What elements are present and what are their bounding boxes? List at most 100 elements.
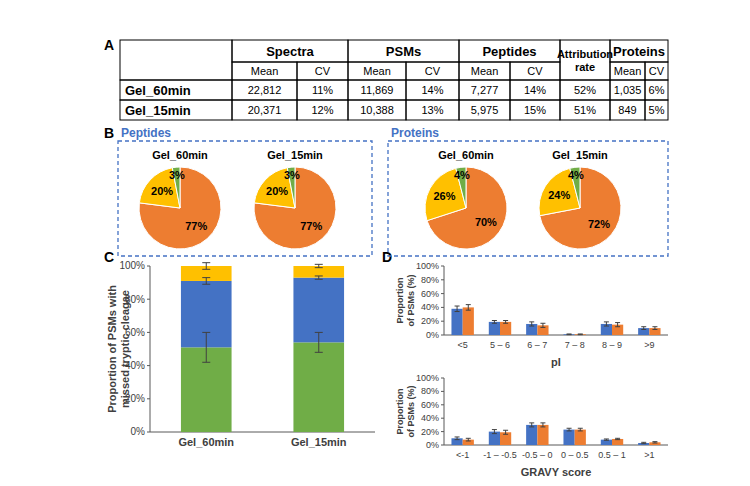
error-cap <box>466 304 471 305</box>
error-cap <box>604 440 609 441</box>
error-bar <box>604 439 609 440</box>
error-stem <box>468 305 469 311</box>
table-cell <box>459 100 510 120</box>
group-box <box>118 141 372 256</box>
error-stem <box>617 323 618 327</box>
error-cap <box>503 430 508 431</box>
y-tick-label: 60% <box>421 400 439 410</box>
sub-header: CV <box>527 65 543 77</box>
pie-title: Gel_15min <box>267 149 323 161</box>
x-axis-label: GRAVY score <box>521 466 592 478</box>
error-stem <box>542 423 543 427</box>
pie-title: Gel_60min <box>438 149 494 161</box>
error-cap <box>315 275 323 276</box>
error-cap <box>641 326 646 327</box>
data-label: 70% <box>475 216 497 228</box>
bar <box>612 439 623 445</box>
error-bar <box>315 276 323 279</box>
y-axis-label: Proportion of PSMs withmissed tryptic cl… <box>106 285 131 413</box>
x-tick-label: >1 <box>644 450 654 460</box>
error-bar <box>567 333 572 335</box>
table-cell <box>645 80 668 100</box>
x-axis <box>444 335 668 336</box>
error-bars <box>455 423 658 444</box>
sub-header: Mean <box>363 65 391 77</box>
y-axis-label: Proportionof PSMs (%) <box>395 385 416 437</box>
panel-label: C <box>104 249 114 265</box>
table-value: 12% <box>311 104 333 116</box>
table-value: 5,975 <box>471 104 499 116</box>
y-tick-label: 80% <box>421 275 439 285</box>
error-bar <box>529 322 534 326</box>
error-bar <box>455 437 460 440</box>
error-cap <box>455 311 460 312</box>
row-header: Gel_15min <box>125 103 191 118</box>
error-cap <box>641 329 646 330</box>
error-cap <box>567 333 572 334</box>
table-cell <box>120 100 232 120</box>
error-cap <box>202 262 210 263</box>
error-cap <box>529 426 534 427</box>
bar <box>575 334 586 335</box>
table-cell <box>232 40 348 62</box>
text-line: Proportion <box>395 389 405 435</box>
pie <box>139 167 221 249</box>
data-label: 20% <box>151 185 173 197</box>
error-bar <box>567 428 572 431</box>
y-axis <box>444 378 445 445</box>
sub-header: Mean <box>614 65 642 77</box>
table-value: 14% <box>421 84 443 96</box>
table-cell <box>406 62 459 80</box>
error-bar <box>652 327 657 330</box>
table-cell <box>232 80 297 100</box>
error-cap <box>615 438 620 439</box>
error-stem <box>206 332 207 362</box>
y-tick-label: 40% <box>421 302 439 312</box>
error-cap <box>578 428 583 429</box>
error-bar <box>202 278 210 285</box>
error-cap <box>641 442 646 443</box>
table-cell <box>610 62 645 80</box>
text-line: of PSMs (%) <box>406 274 416 326</box>
bar-segment <box>293 342 344 432</box>
table-value: 14% <box>524 84 546 96</box>
x-tick-label: 6 – 7 <box>527 340 547 350</box>
pie-slice <box>540 167 621 249</box>
error-cap <box>315 279 323 280</box>
bar <box>500 322 511 335</box>
error-bar <box>540 423 545 427</box>
error-cap <box>455 439 460 440</box>
error-cap <box>615 322 620 323</box>
x-axis <box>444 445 668 446</box>
x-tick-label: -1 – -0.5 <box>483 450 517 460</box>
x-tick-label: >9 <box>644 340 654 350</box>
error-cap <box>455 436 460 437</box>
table-cell <box>348 62 406 80</box>
error-cap <box>652 326 657 327</box>
table-cell <box>348 40 459 62</box>
error-stem <box>206 263 207 270</box>
table-value: 1,035 <box>614 84 642 96</box>
error-cap <box>315 264 323 265</box>
table-cell <box>297 100 348 120</box>
error-bar <box>503 430 508 434</box>
sub-header: CV <box>425 65 441 77</box>
bar-segment <box>293 278 344 343</box>
table-cell <box>610 100 645 120</box>
text-line: Proportion <box>395 278 405 324</box>
error-cap <box>503 323 508 324</box>
column-header: PSMs <box>386 44 421 59</box>
error-stem <box>457 306 458 312</box>
pie <box>425 167 507 249</box>
bar <box>489 322 500 335</box>
error-stem <box>606 322 607 326</box>
y-tick-label: 0% <box>426 440 439 450</box>
y-tick-label: 20% <box>421 316 439 326</box>
bar <box>451 438 462 445</box>
pie-title: Gel_60min <box>152 149 208 161</box>
text-line: of PSMs (%) <box>406 385 416 437</box>
bar <box>649 442 660 445</box>
table-value: 15% <box>524 104 546 116</box>
error-bars <box>202 263 323 363</box>
table-cell <box>406 100 459 120</box>
